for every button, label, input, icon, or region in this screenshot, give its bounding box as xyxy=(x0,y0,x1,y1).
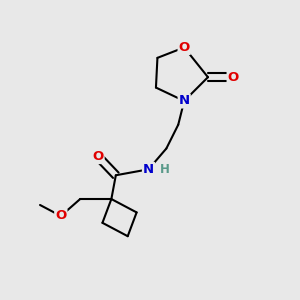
Text: O: O xyxy=(92,150,104,163)
Text: N: N xyxy=(178,94,190,107)
Text: N: N xyxy=(143,163,154,176)
Text: H: H xyxy=(160,163,170,176)
Text: O: O xyxy=(55,209,67,223)
Text: O: O xyxy=(178,41,190,54)
Text: O: O xyxy=(228,71,239,84)
